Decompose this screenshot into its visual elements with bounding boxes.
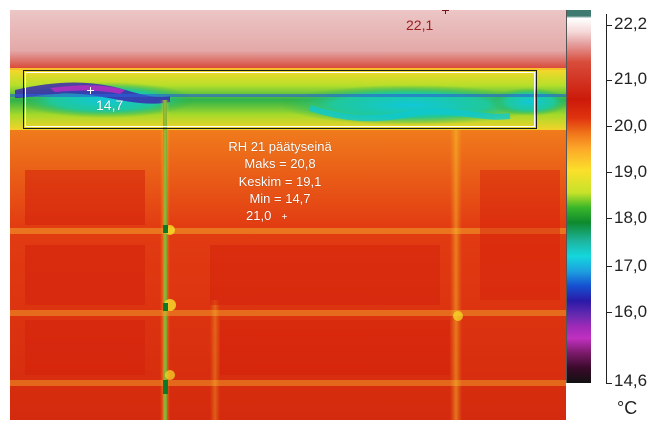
roi-name-label: RH 21 päätyseinä xyxy=(228,139,332,154)
thermal-image: 22,1 14,7 RH 21 päätyseinä Maks = 20,8 K… xyxy=(10,10,566,420)
spot-marker-3[interactable] xyxy=(282,214,287,219)
spot-2-label: 14,7 xyxy=(96,97,124,113)
scale-label: 17,0 xyxy=(614,256,648,275)
roi-min-label: Min = 14,7 xyxy=(249,191,311,206)
spot-1-label: 22,1 xyxy=(406,17,434,33)
spot-3-label: 21,0 xyxy=(246,208,272,223)
color-scale-bar xyxy=(566,10,591,383)
scale-label-max: 22,2 xyxy=(614,14,648,33)
scale-label: 20,0 xyxy=(614,116,648,135)
roi-max-label: Maks = 20,8 xyxy=(244,156,316,171)
temperature-unit-label: °C xyxy=(617,398,638,418)
scale-label: 19,0 xyxy=(614,162,648,181)
scale-tick xyxy=(606,172,612,173)
roi-rectangle[interactable] xyxy=(23,70,537,129)
scale-label: 16,0 xyxy=(614,302,648,321)
scale-tick xyxy=(606,312,612,313)
roi-avg-label: Keskim = 19,1 xyxy=(238,174,322,189)
spot-marker-2[interactable] xyxy=(87,87,94,94)
scale-tick xyxy=(606,80,612,81)
scale-tick xyxy=(606,126,612,127)
scale-tick xyxy=(606,218,612,219)
scale-label-min: 14,6 xyxy=(614,371,648,390)
spot-marker-1[interactable] xyxy=(442,10,449,14)
color-scale-axis xyxy=(606,14,607,384)
scale-label: 21,0 xyxy=(614,69,648,88)
scale-label: 18,0 xyxy=(614,208,648,227)
scale-tick xyxy=(606,266,612,267)
scale-tick-max xyxy=(606,25,612,26)
scale-tick-min xyxy=(606,383,612,384)
